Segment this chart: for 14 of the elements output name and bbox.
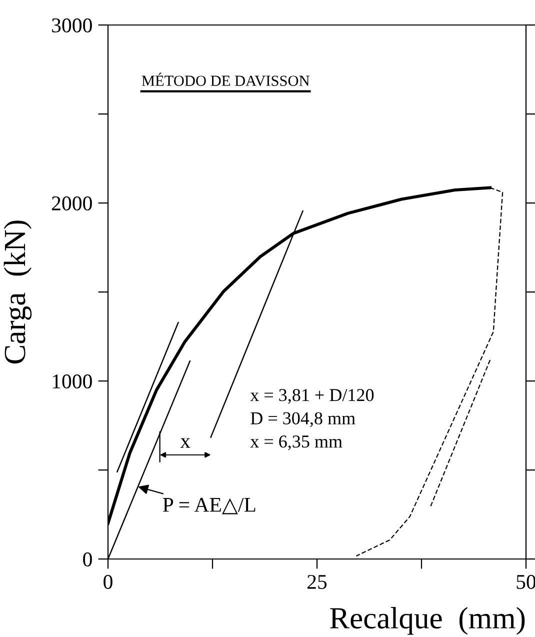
x-axis-title: Recalque (mm) <box>330 607 525 635</box>
annotation: x = 6,35 mm <box>250 436 342 450</box>
x-tick-label: 0 <box>104 574 112 589</box>
annotation: P = AE△/L <box>162 498 256 514</box>
y-tick-label: 1000 <box>52 374 92 388</box>
annotation: x <box>180 438 190 448</box>
y-tick-label: 2000 <box>52 196 92 210</box>
y-axis-title: Carga (kN) <box>4 220 32 364</box>
y-tick-label: 3000 <box>52 18 92 32</box>
y-tick-label: 0 <box>83 552 92 566</box>
x-tick-label: 25 <box>308 574 327 589</box>
annotation: x = 3,81 + D/120 <box>250 389 374 404</box>
annotation: D = 304,8 mm <box>250 412 356 428</box>
annotation: MÉTODO DE DAVISSON <box>142 72 310 86</box>
